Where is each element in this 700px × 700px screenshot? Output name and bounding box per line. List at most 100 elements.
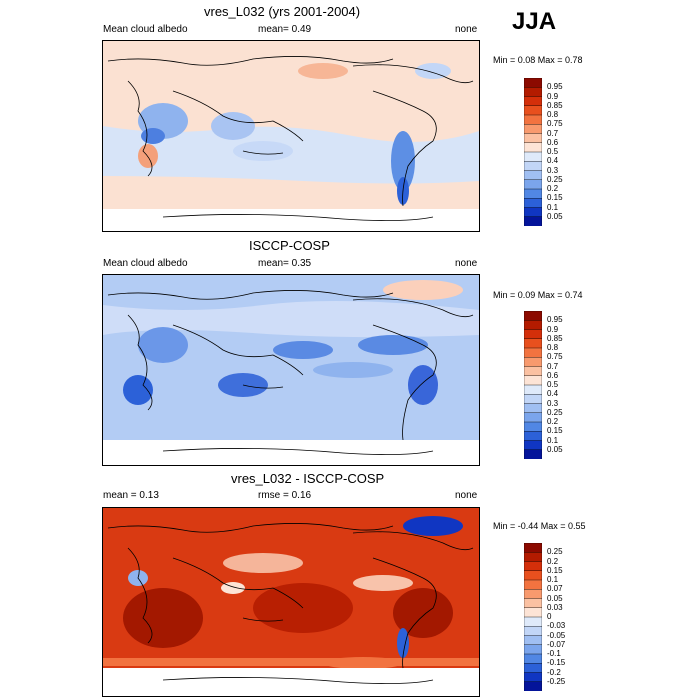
colorbar-swatch [523,133,543,144]
panel3-colorbar [523,542,543,692]
colorbar-swatch [523,644,543,655]
colorbar-tick-label: 0.05 [547,593,563,603]
colorbar-swatch [523,561,543,572]
panel3-map [102,507,480,697]
colorbar-tick-label: 0.7 [547,128,559,138]
colorbar-tick-label: 0.5 [547,380,559,389]
colorbar-tick-label: 0.25 [547,407,563,417]
colorbar-tick-label: -0.03 [547,621,566,631]
colorbar-tick-label: 0.2 [547,184,559,193]
colorbar-tick-label: 0.4 [547,156,559,166]
season-label: JJA [512,8,557,35]
colorbar-tick-label: 0.03 [547,602,563,612]
colorbar-swatch [523,124,543,135]
colorbar-swatch [523,589,543,600]
colorbar-swatch [523,412,543,423]
colorbar-swatch [523,105,543,116]
colorbar-swatch [523,653,543,664]
panel2-left-label: Mean cloud albedo [103,258,188,269]
colorbar-tick-label: 0.15 [547,426,563,436]
colorbar-swatch [523,87,543,98]
colorbar-tick-label: 0.95 [547,82,563,92]
colorbar-swatch [523,375,543,386]
colorbar-swatch [523,663,543,674]
colorbar-swatch [523,216,543,227]
panel1-left-label: Mean cloud albedo [103,24,188,35]
colorbar-tick-label: -0.15 [547,658,566,668]
panel2-mean: mean= 0.35 [258,258,312,269]
colorbar-swatch [523,421,543,432]
colorbar-swatch [523,188,543,199]
colorbar-tick-label: 0.05 [547,211,563,221]
colorbar-swatch [523,96,543,107]
colorbar-swatch [523,440,543,451]
panel3-minmax: Min = -0.44 Max = 0.55 [493,521,586,531]
colorbar-swatch [523,579,543,590]
colorbar-tick-label: -0.2 [547,667,561,677]
colorbar-swatch [523,598,543,609]
colorbar-tick-label: 0.3 [547,165,559,175]
colorbar-tick-label: 0.07 [547,584,563,594]
colorbar-swatch [523,338,543,349]
colorbar-tick-label: 0.85 [547,100,563,110]
colorbar-swatch [523,170,543,181]
colorbar-tick-label: 0.1 [547,202,559,212]
colorbar-swatch [523,431,543,442]
colorbar-tick-label: -0.07 [547,639,566,649]
colorbar-swatch [523,310,543,321]
colorbar-swatch [523,142,543,153]
colorbar-tick-label: 0.05 [547,444,563,454]
colorbar-swatch [523,394,543,405]
panel1-colorbar [523,77,543,227]
colorbar-tick-label: 0 [547,612,552,621]
colorbar-tick-label: 0.75 [547,352,563,362]
colorbar-swatch [523,198,543,209]
colorbar-swatch [523,542,543,553]
panel3-title: vres_L032 - ISCCP-COSP [231,471,385,486]
colorbar-tick-label: 0.4 [547,389,559,399]
colorbar-tick-label: 0.6 [547,370,559,380]
colorbar-swatch [523,616,543,627]
colorbar-tick-label: 0.85 [547,333,563,343]
colorbar-swatch [523,403,543,414]
colorbar-tick-label: 0.1 [547,575,559,584]
colorbar-swatch [523,151,543,162]
colorbar-tick-label: 0.15 [547,193,563,203]
colorbar-tick-label: 0.25 [547,174,563,184]
panel2-map [102,274,480,466]
colorbar-swatch [523,570,543,581]
colorbar-swatch [523,161,543,172]
colorbar-tick-label: 0.3 [547,398,559,408]
colorbar-swatch [523,207,543,218]
colorbar-swatch [523,626,543,637]
panel2-colorbar [523,310,543,460]
colorbar-swatch [523,384,543,395]
colorbar-swatch [523,114,543,125]
colorbar-tick-label: 0.9 [547,91,559,101]
colorbar-tick-label: 0.25 [547,547,563,557]
colorbar-tick-label: 0.5 [547,147,559,156]
colorbar-tick-label: 0.7 [547,361,559,371]
colorbar-tick-label: 0.6 [547,137,559,147]
colorbar-swatch [523,681,543,692]
colorbar-tick-label: 0.2 [547,556,559,566]
panel3-right-label: none [455,490,478,501]
colorbar-swatch [523,329,543,340]
colorbar-swatch [523,635,543,646]
colorbar-swatch [523,449,543,460]
colorbar-tick-label: 0.8 [547,110,559,119]
colorbar-tick-label: 0.9 [547,324,559,334]
colorbar-swatch [523,552,543,563]
panel1-mean: mean= 0.49 [258,24,312,35]
panel1-map [102,40,480,232]
colorbar-tick-label: 0.75 [547,119,563,129]
colorbar-swatch [523,320,543,331]
panel1-right-label: none [455,24,478,35]
colorbar-tick-label: -0.1 [547,649,561,658]
panel2-right-label: none [455,258,478,269]
colorbar-swatch [523,607,543,618]
panel1-title: vres_L032 (yrs 2001-2004) [204,4,361,19]
panel2-title: ISCCP-COSP [249,238,330,253]
colorbar-tick-label: 0.95 [547,315,563,325]
colorbar-swatch [523,347,543,358]
